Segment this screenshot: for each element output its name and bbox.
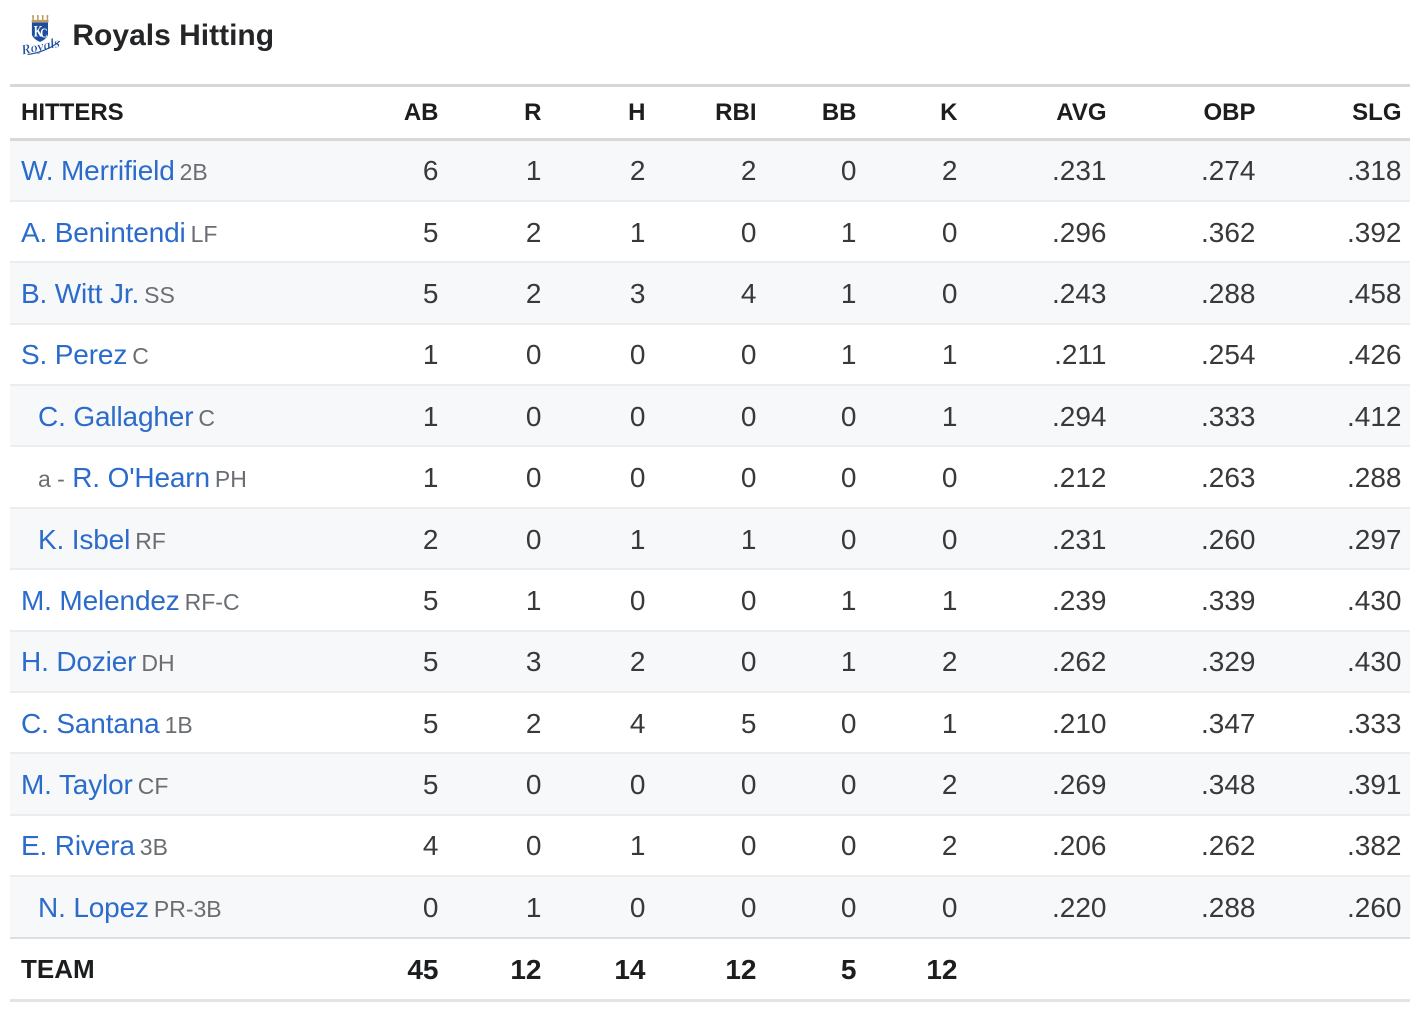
svg-text:K: K — [34, 23, 43, 40]
svg-text:Royals: Royals — [19, 36, 62, 59]
svg-text:C: C — [40, 25, 47, 41]
